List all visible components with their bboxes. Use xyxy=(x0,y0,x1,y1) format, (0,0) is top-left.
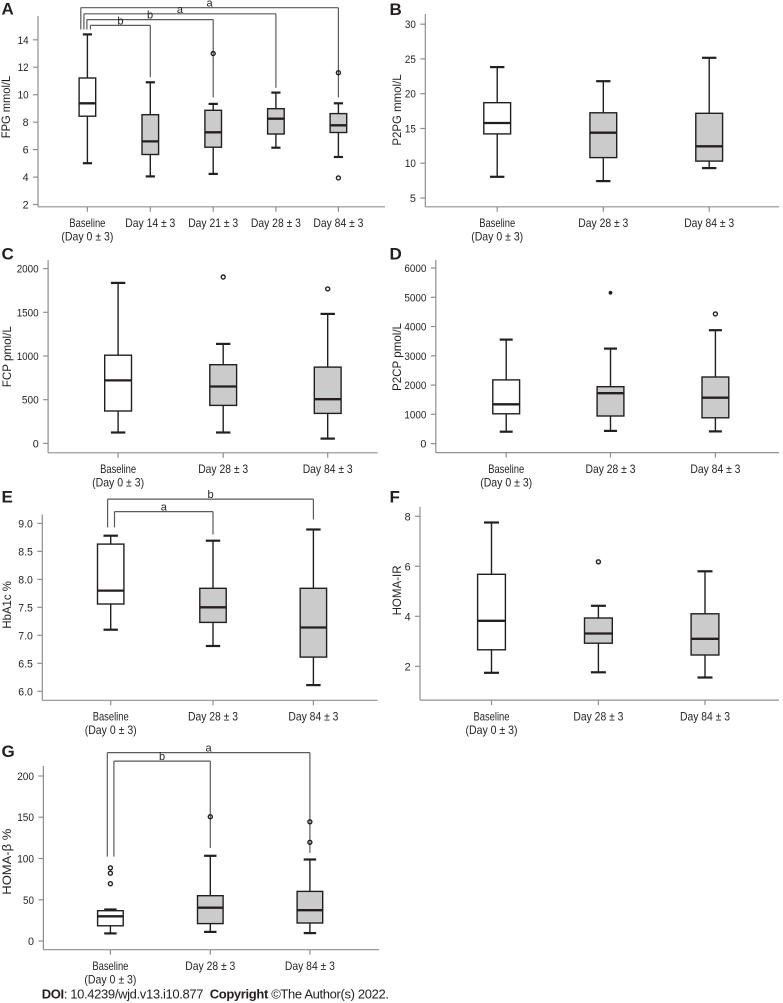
svg-text:Day 14 ± 3: Day 14 ± 3 xyxy=(125,216,175,230)
svg-text:6.5: 6.5 xyxy=(18,658,33,670)
svg-text:G: G xyxy=(2,742,15,761)
svg-text:Baseline: Baseline xyxy=(93,710,129,724)
svg-text:2: 2 xyxy=(23,200,29,212)
svg-text:1000: 1000 xyxy=(17,351,39,363)
svg-text:a: a xyxy=(177,4,184,16)
svg-text:2000: 2000 xyxy=(17,264,39,276)
svg-text:10: 10 xyxy=(405,158,416,170)
svg-text:30: 30 xyxy=(405,19,416,31)
svg-text:8.0: 8.0 xyxy=(18,574,33,586)
svg-text:HOMA-IR: HOMA-IR xyxy=(390,565,404,615)
svg-text:(Day 0 ± 3): (Day 0 ± 3) xyxy=(84,973,136,987)
svg-text:200: 200 xyxy=(17,771,34,783)
svg-text:HbA1c %: HbA1c % xyxy=(0,581,14,629)
svg-text:100: 100 xyxy=(17,854,34,866)
svg-text:b: b xyxy=(147,10,153,22)
svg-text:a: a xyxy=(206,743,213,755)
svg-text:8: 8 xyxy=(405,511,411,523)
svg-text:10: 10 xyxy=(18,90,29,102)
svg-text:Baseline: Baseline xyxy=(474,709,510,723)
svg-text:Day 84 ± 3: Day 84 ± 3 xyxy=(680,709,730,723)
svg-text:2: 2 xyxy=(405,661,411,673)
svg-text:(Day 0 ± 3): (Day 0 ± 3) xyxy=(61,230,113,244)
svg-text:P2PG mmol/L: P2PG mmol/L xyxy=(390,74,404,146)
svg-text:Day 28 ± 3: Day 28 ± 3 xyxy=(185,959,235,973)
svg-text:F: F xyxy=(390,488,400,507)
svg-text:Day 84 ± 3: Day 84 ± 3 xyxy=(690,462,740,476)
svg-text:E: E xyxy=(2,488,13,507)
svg-text:6000: 6000 xyxy=(404,263,426,275)
svg-text:8.5: 8.5 xyxy=(18,546,33,558)
svg-text:0: 0 xyxy=(420,439,426,451)
svg-text:50: 50 xyxy=(23,895,34,907)
svg-text:FPG mmol/L: FPG mmol/L xyxy=(0,75,13,138)
svg-text:150: 150 xyxy=(17,812,34,824)
svg-text:6: 6 xyxy=(23,145,29,157)
svg-text:1000: 1000 xyxy=(404,409,426,421)
svg-text:b: b xyxy=(159,751,165,763)
svg-text:(Day 0 ± 3): (Day 0 ± 3) xyxy=(471,230,523,244)
svg-text:Baseline: Baseline xyxy=(92,959,128,973)
svg-text:6: 6 xyxy=(405,561,411,573)
svg-text:2000: 2000 xyxy=(404,380,426,392)
svg-text:Day 28 ± 3: Day 28 ± 3 xyxy=(198,462,248,476)
svg-text:HOMA-β %: HOMA-β % xyxy=(0,828,14,894)
svg-text:FCP pmol/L: FCP pmol/L xyxy=(0,326,14,387)
svg-text:14: 14 xyxy=(18,35,29,47)
svg-text:7.5: 7.5 xyxy=(18,602,33,614)
svg-text:Day 84 ± 3: Day 84 ± 3 xyxy=(684,216,734,230)
svg-text:Baseline: Baseline xyxy=(488,462,524,476)
svg-text:Day 84 ± 3: Day 84 ± 3 xyxy=(288,710,338,724)
svg-text:0: 0 xyxy=(33,438,39,450)
svg-text:Day 84 ± 3: Day 84 ± 3 xyxy=(303,462,353,476)
svg-text:Baseline: Baseline xyxy=(100,462,136,476)
svg-text:(Day 0 ± 3): (Day 0 ± 3) xyxy=(92,476,144,490)
svg-text:0: 0 xyxy=(28,936,34,948)
svg-text:3000: 3000 xyxy=(404,351,426,363)
svg-text:DOI: 10.4239/wjd.v13.i10.877: DOI: 10.4239/wjd.v13.i10.877 Copyright ©… xyxy=(42,986,389,1001)
svg-text:a: a xyxy=(207,0,214,10)
svg-text:(Day 0 ± 3): (Day 0 ± 3) xyxy=(85,723,137,737)
svg-text:25: 25 xyxy=(405,54,416,66)
svg-text:4: 4 xyxy=(405,611,411,623)
svg-text:(Day 0 ± 3): (Day 0 ± 3) xyxy=(466,723,518,737)
svg-text:4: 4 xyxy=(23,172,29,184)
svg-text:Day 84 ± 3: Day 84 ± 3 xyxy=(285,959,335,973)
svg-text:15: 15 xyxy=(405,124,416,136)
svg-text:Day 28 ± 3: Day 28 ± 3 xyxy=(578,216,628,230)
svg-text:8: 8 xyxy=(23,117,29,129)
svg-text:Day 21 ± 3: Day 21 ± 3 xyxy=(188,216,238,230)
svg-text:P2CP pmol/L: P2CP pmol/L xyxy=(390,323,404,391)
svg-text:a: a xyxy=(161,502,168,514)
svg-text:Day 84 ± 3: Day 84 ± 3 xyxy=(313,216,363,230)
svg-text:20: 20 xyxy=(405,89,416,101)
svg-text:Day 28 ± 3: Day 28 ± 3 xyxy=(251,216,301,230)
svg-text:Baseline: Baseline xyxy=(69,216,105,230)
svg-text:9.0: 9.0 xyxy=(18,518,33,530)
svg-text:6.0: 6.0 xyxy=(18,686,33,698)
svg-text:b: b xyxy=(207,489,213,501)
svg-text:1500: 1500 xyxy=(17,307,39,319)
svg-text:4000: 4000 xyxy=(404,322,426,334)
svg-text:7.0: 7.0 xyxy=(18,630,33,642)
svg-text:A: A xyxy=(2,0,14,19)
svg-text:500: 500 xyxy=(22,395,39,407)
svg-text:Day 28 ± 3: Day 28 ± 3 xyxy=(573,709,623,723)
svg-text:Day 28 ± 3: Day 28 ± 3 xyxy=(586,462,636,476)
svg-text:B: B xyxy=(390,0,402,19)
svg-text:5000: 5000 xyxy=(404,292,426,304)
svg-text:(Day 0 ± 3): (Day 0 ± 3) xyxy=(480,475,532,489)
svg-text:D: D xyxy=(390,245,402,264)
svg-text:C: C xyxy=(2,245,14,264)
svg-text:5: 5 xyxy=(410,193,416,205)
svg-text:Baseline: Baseline xyxy=(479,216,515,230)
svg-text:12: 12 xyxy=(18,62,29,74)
svg-text:b: b xyxy=(117,15,123,27)
svg-text:Day 28 ± 3: Day 28 ± 3 xyxy=(188,710,238,724)
